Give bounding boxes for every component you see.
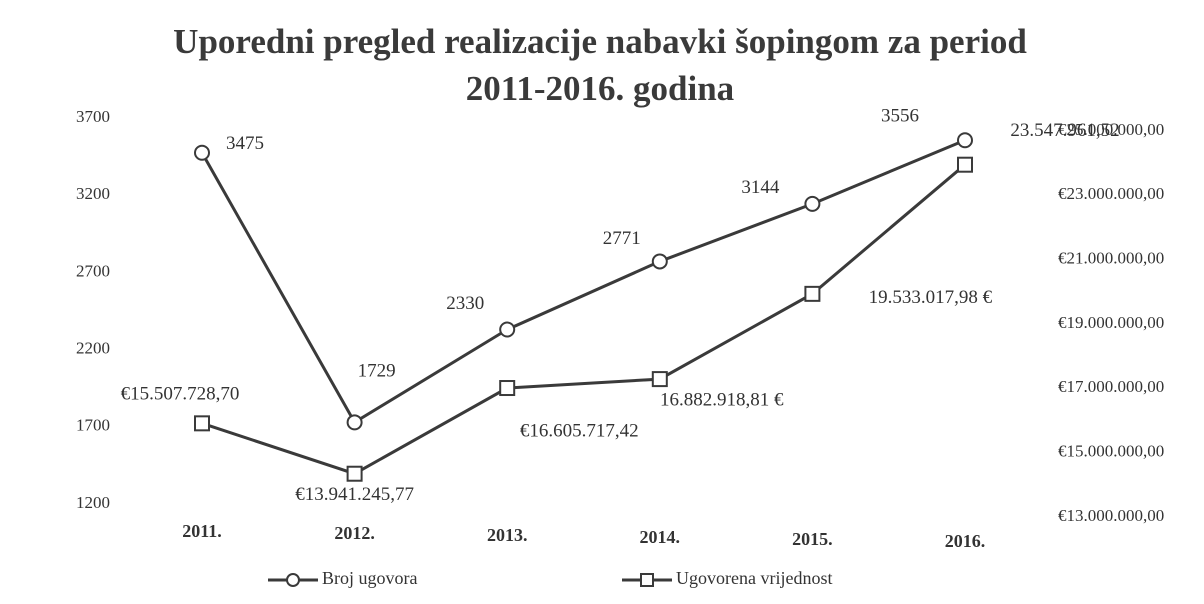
y2-tick-label: €17.000.000,00 bbox=[1058, 377, 1164, 396]
legend-marker bbox=[640, 573, 654, 587]
marker bbox=[651, 371, 668, 388]
y2-tick-label: €13.000.000,00 bbox=[1058, 506, 1164, 525]
marker bbox=[804, 195, 821, 212]
marker bbox=[499, 380, 516, 397]
data-label: €15.507.728,70 bbox=[121, 384, 240, 405]
data-label: €16.605.717,42 bbox=[520, 420, 639, 441]
chart-title: 2011-2016. godina bbox=[466, 69, 734, 108]
legend-label: Ugovorena vrijednost bbox=[676, 568, 832, 588]
x-tick-label: 2011. bbox=[182, 521, 222, 541]
marker bbox=[194, 415, 210, 432]
marker bbox=[346, 465, 363, 482]
y-tick-label: 2700 bbox=[76, 261, 110, 280]
data-label: 2330 bbox=[446, 293, 484, 314]
y-tick-label: 2200 bbox=[76, 339, 110, 358]
legend-marker bbox=[286, 573, 300, 587]
data-label: 16.882.918,81 € bbox=[660, 389, 784, 410]
y-tick-label: 3200 bbox=[76, 184, 110, 203]
data-label: 19.533.017,98 € bbox=[869, 287, 993, 308]
marker bbox=[499, 321, 516, 338]
y-tick-label: 1200 bbox=[76, 493, 110, 512]
x-tick-label: 2015. bbox=[792, 529, 833, 549]
y-tick-label: 1700 bbox=[76, 416, 110, 435]
x-tick-label: 2012. bbox=[334, 523, 375, 543]
y2-tick-label: €21.000.000,00 bbox=[1058, 249, 1164, 268]
y-tick-label: 3700 bbox=[76, 107, 110, 126]
x-tick-label: 2016. bbox=[945, 531, 986, 551]
marker bbox=[804, 285, 821, 302]
chart-title: Uporedni pregled realizacije nabavki šop… bbox=[173, 22, 1027, 61]
x-tick-label: 2014. bbox=[640, 527, 681, 547]
marker bbox=[957, 156, 973, 173]
data-label: 3144 bbox=[741, 177, 780, 198]
data-label: 23.547.961,52 bbox=[1010, 120, 1119, 141]
data-label: 2771 bbox=[603, 228, 641, 249]
legend-label: Broj ugovora bbox=[322, 568, 417, 588]
y2-tick-label: €19.000.000,00 bbox=[1058, 313, 1164, 332]
data-label: 3475 bbox=[226, 133, 264, 154]
series-line bbox=[200, 138, 966, 425]
x-tick-label: 2013. bbox=[487, 525, 528, 545]
y2-tick-label: €25.000.000,00 bbox=[1058, 120, 1164, 139]
marker bbox=[957, 132, 973, 149]
marker bbox=[346, 414, 363, 431]
marker bbox=[194, 144, 210, 161]
data-label: 1729 bbox=[358, 361, 396, 382]
y2-tick-label: €15.000.000,00 bbox=[1058, 442, 1164, 461]
marker bbox=[651, 253, 668, 270]
data-label: 3556 bbox=[881, 106, 919, 127]
y2-tick-label: €23.000.000,00 bbox=[1058, 184, 1164, 203]
series-line bbox=[201, 163, 966, 476]
data-label: €13.941.245,77 bbox=[295, 484, 414, 505]
